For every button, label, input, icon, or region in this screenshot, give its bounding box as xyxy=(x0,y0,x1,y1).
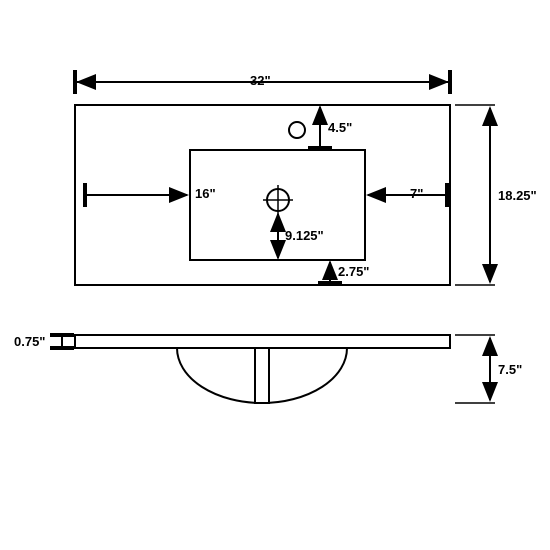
faucet-hole xyxy=(289,122,305,138)
counter-side-outline xyxy=(75,335,450,348)
dimension-drawing xyxy=(0,0,550,550)
drain-pipe xyxy=(255,348,269,403)
label-overall-depth: 18.25" xyxy=(498,188,537,203)
label-overall-width: 32" xyxy=(250,73,271,88)
label-side-gap: 7" xyxy=(410,186,423,201)
label-bowl-depth: 7.5" xyxy=(498,362,522,377)
label-basin-width: 16" xyxy=(195,186,216,201)
label-drain-to-front: 9.125" xyxy=(285,228,324,243)
label-thickness: 0.75" xyxy=(14,334,45,349)
label-faucet-setback: 4.5" xyxy=(328,120,352,135)
label-basin-front-gap: 2.75" xyxy=(338,264,369,279)
